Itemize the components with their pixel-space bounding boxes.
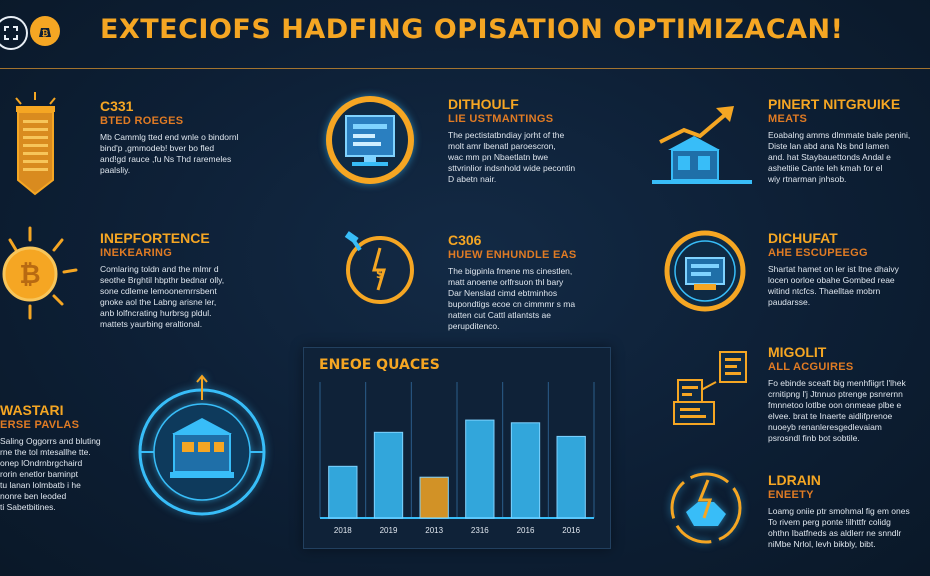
info-block-4: INEPFORTENCE INEKEARING Comlaring toldn … — [100, 230, 280, 330]
info-block-7: WASTARI ERSE PAVLAS Saling Oggorrs and b… — [0, 402, 120, 513]
block-4-heading: INEPFORTENCE — [100, 230, 210, 246]
block-8-heading: MIGOLIT — [768, 344, 827, 360]
chart-bar-3 — [465, 419, 495, 519]
scan-icon[interactable] — [0, 16, 28, 50]
target-bank-icon — [132, 372, 272, 527]
block-7-text: Saling Oggorrs and bluting rne the tol m… — [0, 436, 101, 512]
chart-x-tick-label: 2316 — [471, 526, 489, 535]
block-8-text: Fo ebinde sceaft big menhfiigrt l'lhek c… — [768, 378, 906, 443]
header-divider — [0, 68, 930, 69]
bitcoin-bag-icon[interactable]: ₿ — [30, 16, 60, 46]
svg-text:₿: ₿ — [19, 260, 40, 290]
block-5-subheading: HUEW ENHUNDLE EAS — [448, 249, 577, 261]
block-9-subheading: ENEETY — [768, 489, 814, 501]
monitor-icon — [320, 88, 420, 203]
info-block-3: PINERT NITGRUIKE MEATS Eoabalng amms dlm… — [768, 96, 930, 185]
info-block-9: LDRAIN ENEETY Loamg oniie ptr smohmal fi… — [768, 472, 930, 550]
block-3-heading: PINERT NITGRUIKE — [768, 96, 901, 112]
block-7-heading: WASTARI — [0, 402, 64, 418]
chart-bar-4 — [510, 422, 541, 519]
block-6-subheading: AHE ESCUPEEGG — [768, 247, 868, 259]
chart-bar-5 — [556, 435, 586, 519]
block-4-text: Comlaring toldn and the mlmr d seothe Br… — [100, 264, 225, 329]
growth-house-icon — [648, 100, 758, 195]
chart-bar-2 — [419, 476, 449, 519]
chart-panel: ENEOE QUACES 2018 2019 2013 2316 2016 2016 — [303, 347, 611, 549]
block-1-heading: C331 — [100, 98, 134, 114]
chart-x-tick-label: 2019 — [380, 526, 398, 535]
block-6-heading: DICHUFAT — [768, 230, 838, 246]
block-2-heading: DITHOULF — [448, 96, 519, 112]
block-9-text: Loamg oniie ptr smohmal fig em ones To r… — [768, 506, 910, 549]
chart-x-tick-label: 2016 — [562, 526, 580, 535]
chart-title: ENEOE QUACES — [319, 357, 440, 373]
block-2-subheading: LIE USTMANTINGS — [448, 113, 554, 125]
chart-bar-1 — [373, 431, 404, 519]
block-2-text: The pectistatbndiay jorht of the molt am… — [448, 130, 576, 184]
chart-x-tick-label: 2018 — [334, 526, 352, 535]
chart-bar-0 — [328, 465, 358, 519]
page-title: EXTECIOFS HADFING OPISATION OPTIMIZACAN! — [100, 14, 844, 45]
block-3-text: Eoabalng amms dlmmate bale penini, Diste… — [768, 130, 911, 184]
block-4-subheading: INEKEARING — [100, 247, 173, 259]
block-9-heading: LDRAIN — [768, 472, 821, 488]
gauge-icon: $ — [338, 228, 418, 313]
block-7-subheading: ERSE PAVLAS — [0, 419, 80, 431]
device-circle-icon — [660, 226, 750, 321]
documents-icon — [660, 348, 760, 433]
info-block-6: DICHUFAT AHE ESCUPEEGG Shartat hamet on … — [768, 230, 930, 308]
banner-icon — [8, 92, 63, 202]
info-block-5: C306 HUEW ENHUNDLE EAS The bigpinla fmen… — [448, 232, 638, 332]
info-block-8: MIGOLIT ALL ACGUIRES Fo ebinde sceaft bi… — [768, 344, 930, 444]
info-block-1: C331 BTED ROEGES Mb Cammlg tted end wnle… — [100, 98, 280, 176]
chart-x-tick-label: 2016 — [517, 526, 535, 535]
block-6-text: Shartat hamet on ler ist ltne dhaivy loc… — [768, 264, 899, 307]
svg-text:₿: ₿ — [42, 29, 49, 38]
block-1-subheading: BTED ROEGES — [100, 115, 184, 127]
bitcoin-sun-icon: ₿ — [0, 220, 90, 335]
hand-bolt-icon — [664, 466, 748, 555]
bar-chart: 2018 2019 2013 2316 2016 2016 — [319, 382, 595, 535]
block-5-heading: C306 — [448, 232, 482, 248]
block-3-subheading: MEATS — [768, 113, 808, 125]
info-block-2: DITHOULF LIE USTMANTINGS The pectistatbn… — [448, 96, 638, 185]
block-5-text: The bigpinla fmene ms cinestlen, matt an… — [448, 266, 576, 331]
chart-x-tick-label: 2013 — [425, 526, 443, 535]
svg-text:$: $ — [376, 267, 384, 281]
block-8-subheading: ALL ACGUIRES — [768, 361, 854, 373]
block-1-text: Mb Cammlg tted end wnle o bindornl bind'… — [100, 132, 239, 175]
